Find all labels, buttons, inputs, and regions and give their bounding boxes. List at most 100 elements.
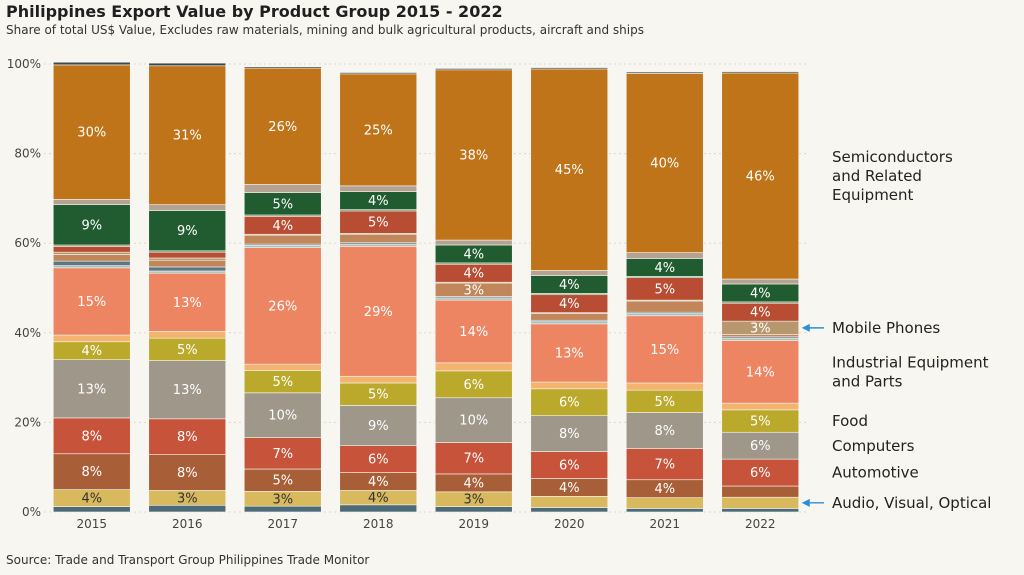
legend-label: and Related xyxy=(832,167,922,185)
bar-segment xyxy=(434,69,513,241)
legend-label: Equipment xyxy=(832,186,914,204)
data-label: 3% xyxy=(272,492,293,507)
bar-segment xyxy=(52,453,131,490)
bar-segment xyxy=(530,381,609,390)
data-label: 4% xyxy=(559,297,580,312)
bar-segment xyxy=(721,496,800,509)
bar-segment xyxy=(148,360,227,420)
data-label: 4% xyxy=(368,194,389,209)
chart-source: Source: Trade and Transport Group Philip… xyxy=(6,553,370,567)
bar-segment xyxy=(530,415,609,452)
bar-segment xyxy=(434,239,513,246)
x-tick-label: 2015 xyxy=(76,517,107,531)
bar-segment xyxy=(339,445,418,473)
bar-segment xyxy=(148,454,227,491)
data-label: 9% xyxy=(368,419,389,434)
data-label: 8% xyxy=(177,466,198,481)
data-label: 5% xyxy=(272,375,293,390)
x-tick-label: 2022 xyxy=(745,517,776,531)
bar-segment xyxy=(148,266,227,272)
data-label: 4% xyxy=(81,492,102,507)
data-label: 6% xyxy=(368,453,389,468)
data-label: 4% xyxy=(272,219,293,234)
y-tick-label: 80% xyxy=(14,147,41,161)
bar-segment xyxy=(625,73,704,253)
bar-segment xyxy=(530,313,609,321)
legend-label: and Parts xyxy=(832,372,903,390)
data-label: 3% xyxy=(463,283,484,298)
bar-segment xyxy=(530,321,609,325)
data-label: 45% xyxy=(555,163,584,178)
bar-segment xyxy=(625,313,704,317)
y-tick-label: 20% xyxy=(14,415,41,429)
data-label: 4% xyxy=(368,475,389,490)
data-label: 13% xyxy=(173,383,202,398)
bar-segment xyxy=(721,431,800,460)
y-tick-label: 40% xyxy=(14,326,41,340)
bar-segment xyxy=(148,259,227,268)
bar-segment xyxy=(148,65,227,205)
legend-label: Computers xyxy=(832,437,915,455)
bar-segment xyxy=(52,359,131,419)
data-label: 8% xyxy=(559,427,580,442)
data-label: 5% xyxy=(750,415,771,430)
data-label: 15% xyxy=(650,343,679,358)
data-label: 8% xyxy=(654,424,675,439)
data-label: 3% xyxy=(750,321,771,336)
bar-segment xyxy=(625,497,704,509)
data-label: 8% xyxy=(177,430,198,445)
chart-title: Philippines Export Value by Product Grou… xyxy=(6,2,503,21)
data-label: 13% xyxy=(77,382,106,397)
bar-segment xyxy=(148,251,227,259)
bar-segment xyxy=(52,198,131,205)
bar-segment xyxy=(148,418,227,455)
bar-segment xyxy=(530,496,609,508)
x-tick-label: 2018 xyxy=(363,517,394,531)
bar-segment xyxy=(339,405,418,446)
bar-segment xyxy=(721,458,800,487)
x-tick-label: 2020 xyxy=(554,517,585,531)
data-label: 4% xyxy=(654,261,675,276)
data-label: 10% xyxy=(268,409,297,424)
bar-segment xyxy=(148,272,227,332)
data-label: 4% xyxy=(559,278,580,293)
bar-segment xyxy=(530,451,609,479)
data-label: 4% xyxy=(559,481,580,496)
bar-segment xyxy=(625,71,704,74)
data-label: 14% xyxy=(459,325,488,340)
legend-label: Industrial Equipment xyxy=(832,353,989,371)
bar-segment xyxy=(52,334,131,343)
data-label: 4% xyxy=(81,344,102,359)
bar-segment xyxy=(52,506,131,513)
data-label: 9% xyxy=(177,224,198,239)
bar-segment xyxy=(721,485,800,498)
bar-segment xyxy=(434,397,513,443)
data-label: 5% xyxy=(272,197,293,212)
bar-segment xyxy=(339,72,418,75)
bar-segment xyxy=(339,73,418,187)
data-label: 26% xyxy=(268,120,297,135)
legend-arrowhead xyxy=(801,498,810,507)
legend-label: Automotive xyxy=(832,464,919,482)
bar-segment xyxy=(625,252,704,259)
bar-segment xyxy=(434,442,513,475)
bar-segment xyxy=(625,300,704,313)
data-label: 5% xyxy=(272,474,293,489)
bar-segment xyxy=(721,72,800,280)
bar-segment xyxy=(243,234,322,245)
bar-segment xyxy=(625,508,704,513)
bar-segment xyxy=(434,299,513,364)
bar-segment xyxy=(243,184,322,193)
bar-segment xyxy=(721,71,800,74)
bar-segment xyxy=(52,246,131,253)
bar-segment xyxy=(625,448,704,481)
bar-segment xyxy=(243,363,322,371)
bar-segment xyxy=(530,68,609,271)
bar-segment xyxy=(52,267,131,336)
bar-segment xyxy=(339,375,418,384)
legend-label: Semiconductors xyxy=(832,148,953,166)
bar-segment xyxy=(52,254,131,262)
data-label: 3% xyxy=(177,491,198,506)
data-label: 10% xyxy=(459,414,488,429)
data-label: 6% xyxy=(559,458,580,473)
